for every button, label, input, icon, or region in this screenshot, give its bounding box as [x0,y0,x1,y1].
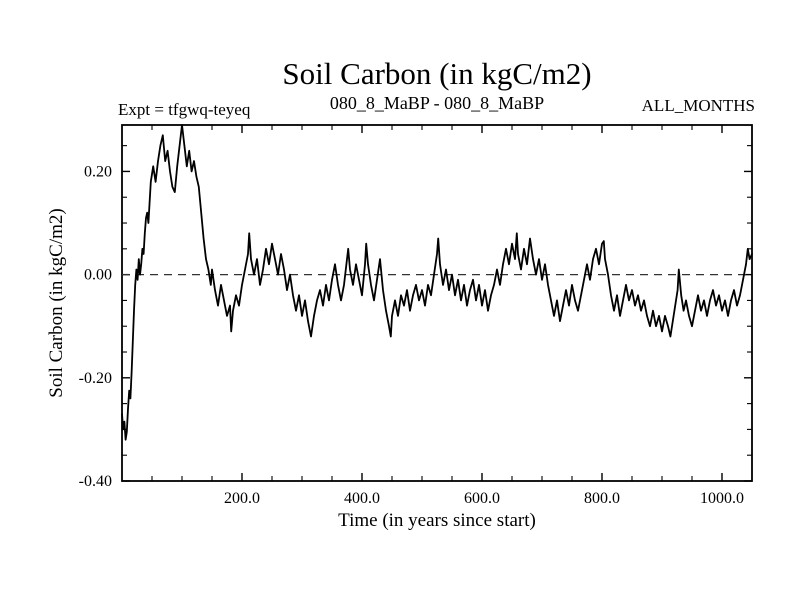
x-tick-label: 600.0 [464,490,500,507]
x-axis-title: Time (in years since start) [338,510,536,531]
y-tick-label: -0.40 [79,473,112,490]
x-tick-label: 800.0 [584,490,620,507]
y-tick-label: 0.00 [84,267,112,284]
x-tick-label: 200.0 [224,490,260,507]
x-tick-label: 1000.0 [700,490,744,507]
y-tick-label: 0.20 [84,163,112,180]
months-label: ALL_MONTHS [641,96,755,115]
chart-subtitle: 080_8_MaBP - 080_8_MaBP [329,93,545,113]
y-tick-label: -0.20 [79,370,112,387]
chart-title: Soil Carbon (in kgC/m2) [282,56,592,91]
x-tick-label: 400.0 [344,490,380,507]
plot-frame [121,124,753,482]
soil-carbon-series-line [121,124,753,441]
experiment-label: Expt = tfgwq-teyeq [118,100,251,119]
